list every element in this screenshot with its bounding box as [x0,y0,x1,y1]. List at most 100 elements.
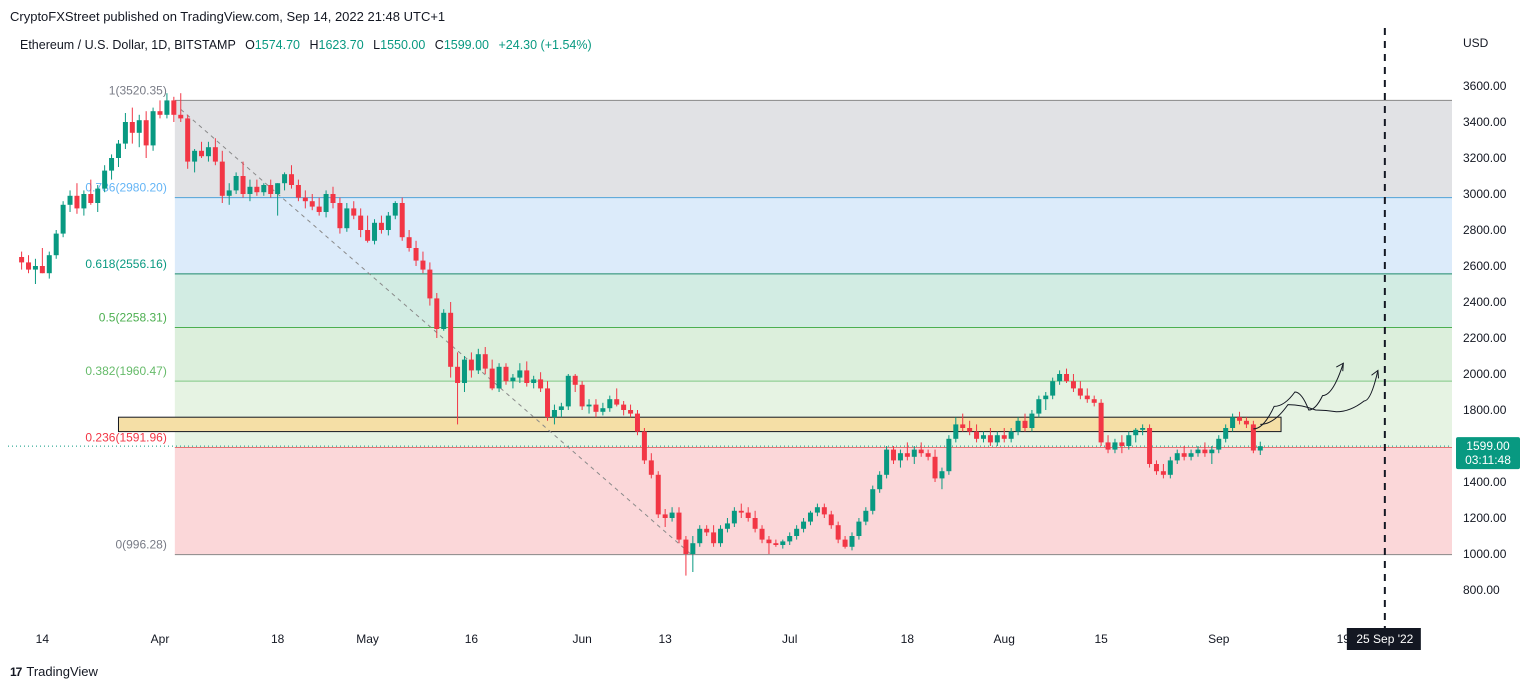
candle-body [593,404,599,412]
candle-body [953,424,959,439]
candle [932,449,938,482]
candle-body [109,158,115,171]
candle-body [918,449,924,454]
tradingview-logo[interactable]: 17 TradingView [10,664,98,679]
candle-body [185,118,191,162]
candle-body [517,370,523,378]
candle [807,510,813,526]
candle [95,185,101,212]
fib-band [174,197,1452,274]
candle-body [946,438,952,472]
candle-body [870,489,876,511]
candle-body [372,222,378,241]
candle [835,521,841,544]
candle-body [607,399,613,409]
close-value: 1599.00 [443,38,490,52]
last-price-countdown: 03:11:48 [1465,453,1511,467]
candle [676,507,682,544]
candle [704,525,710,536]
candle [199,141,205,158]
candle-body [572,375,578,385]
candle [745,507,751,522]
candle-body [247,186,253,194]
candle [641,428,647,464]
fib-band [174,100,1452,198]
y-tick-label: 800.00 [1463,583,1500,597]
candle-body [302,197,308,202]
candle-body [683,539,689,554]
candle-body [1195,449,1201,454]
candle [1070,374,1076,392]
candle-body [600,408,606,412]
candle [801,518,807,533]
candle [392,201,398,220]
fib-band [174,381,1452,448]
change-value: +24.30 (+1.54%) [498,38,592,52]
x-tick-label: 15 [1094,632,1108,646]
candle [330,186,336,209]
candle [586,399,592,414]
candle [67,190,73,212]
candle-body [1126,435,1132,446]
candle [1216,435,1222,454]
candle [1257,441,1263,455]
candle-body [1174,453,1180,461]
candle [157,100,163,119]
candle [891,446,897,464]
fib-level-label: 0.236(1591.96) [85,430,166,444]
candle [545,381,551,421]
candle [378,215,384,234]
candle [904,442,910,461]
candle [1181,446,1187,461]
candle [987,428,993,446]
candle [1153,460,1159,475]
candle [794,525,800,540]
candle [814,503,820,517]
candle [538,372,544,392]
candle-body [773,543,779,545]
candle [1036,395,1042,418]
candle-body [1057,374,1063,382]
candle-body [1050,381,1056,396]
candle-body [178,114,184,119]
candle [316,197,322,216]
fib-level-label: 0.618(2556.16) [85,257,166,271]
candle-body [95,188,101,203]
candle-body [268,185,274,194]
candle-body [752,518,758,529]
candle [323,190,329,218]
candle-body [1008,431,1014,439]
candle-body [309,201,315,207]
candle [441,309,447,331]
candle-body [897,453,903,461]
candle [129,107,135,144]
candle-body [468,359,474,371]
candle-body [621,404,627,410]
candle [628,404,634,418]
high-label: H [309,38,319,52]
candle-body [835,525,841,540]
candle-body [904,453,910,457]
candle-body [794,528,800,536]
candle-body [586,404,592,407]
fib-retracement [174,99,1452,556]
candle [489,359,495,391]
candle-body [489,368,495,389]
candle-body [1084,395,1090,400]
candle-body [842,539,848,547]
candle-body [1015,420,1021,432]
candle-body [1112,442,1118,450]
candle-body [565,375,571,407]
candle-body [1181,453,1187,457]
candle-body [275,183,281,194]
candle [607,395,613,412]
candle [39,248,45,274]
candle [614,388,620,407]
candle-body [524,370,530,383]
candle-body [1202,449,1208,454]
candle [344,203,350,232]
x-tick-label: May [356,632,379,646]
candle [1209,446,1215,464]
candle [115,140,121,167]
